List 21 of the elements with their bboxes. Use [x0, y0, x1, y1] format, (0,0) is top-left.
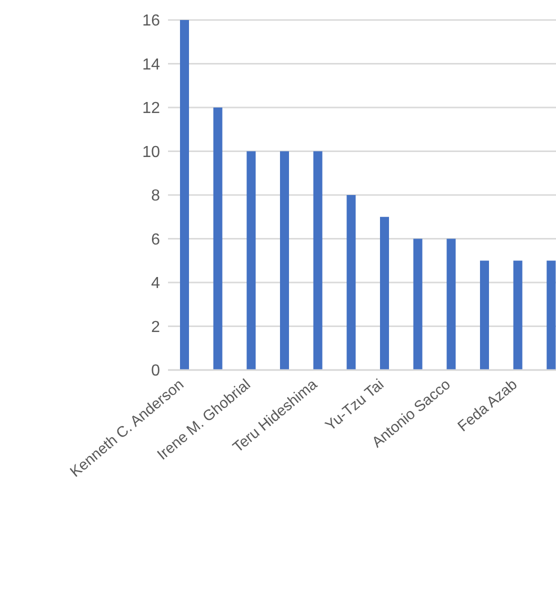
y-tick-label: 6	[151, 231, 160, 248]
y-tick-label: 8	[151, 188, 160, 205]
bar	[280, 151, 289, 370]
bar	[546, 260, 556, 370]
bar	[346, 195, 356, 370]
y-tick-label: 16	[142, 12, 160, 30]
y-tick-label: 14	[142, 56, 160, 74]
bar	[213, 108, 222, 370]
y-tick-label: 2	[151, 318, 160, 336]
bar	[513, 260, 522, 370]
bar	[380, 216, 389, 370]
y-tick-label: 4	[151, 275, 160, 292]
bar	[180, 20, 189, 370]
y-tick-label: 10	[142, 144, 160, 161]
bar	[313, 151, 322, 370]
y-tick-label: 12	[142, 100, 160, 118]
bar	[480, 260, 489, 370]
y-tick-label: 0	[151, 362, 160, 380]
bar	[246, 151, 256, 370]
bar	[413, 238, 422, 370]
bar	[446, 238, 456, 370]
